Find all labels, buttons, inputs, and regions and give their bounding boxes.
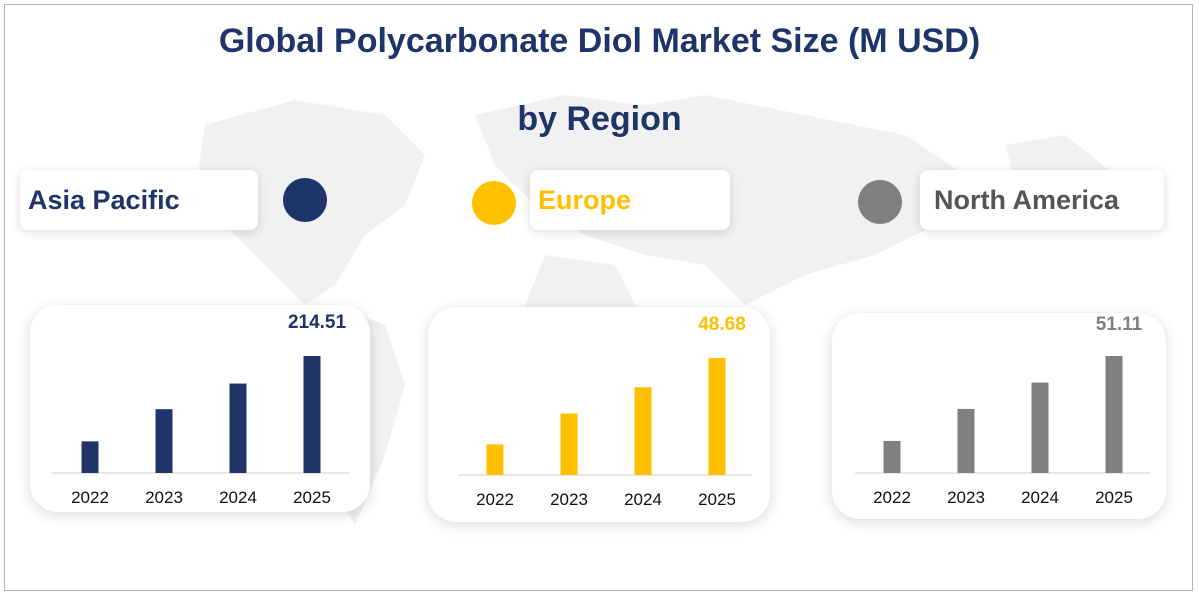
x-tick-label-europe: 2024: [624, 490, 662, 509]
bar-europe-2022: [486, 444, 504, 475]
legend-europe: Europe: [530, 170, 730, 230]
bar-asia-pacific-2023: [155, 409, 173, 473]
bar-north-america-2022: [883, 440, 901, 473]
bar-europe-2023: [560, 413, 578, 475]
x-tick-label-north-america: 2022: [873, 488, 911, 507]
x-tick-label-asia-pacific: 2025: [293, 488, 331, 507]
x-tick-label-asia-pacific: 2023: [145, 488, 183, 507]
data-label-europe-2025: 48.68: [698, 314, 746, 335]
x-tick-label-asia-pacific: 2022: [71, 488, 109, 507]
bar-north-america-2024: [1031, 382, 1049, 473]
x-tick-label-north-america: 2023: [947, 488, 985, 507]
x-tick-label-asia-pacific: 2024: [219, 488, 257, 507]
bar-asia-pacific-2025: [303, 356, 321, 473]
legend-dot-north-america: [858, 180, 902, 224]
bar-europe-2024: [634, 387, 652, 475]
x-tick-label-europe: 2025: [698, 490, 736, 509]
x-tick-label-europe: 2022: [476, 490, 514, 509]
bar-north-america-2023: [957, 408, 975, 473]
bar-asia-pacific-2024: [229, 383, 247, 473]
legend-north-america: North America: [920, 170, 1164, 230]
bar-north-america-2025: [1105, 356, 1123, 473]
data-label-asia-pacific-2025: 214.51: [288, 312, 347, 333]
chart-title: Global Polycarbonate Diol Market Size (M…: [218, 22, 981, 60]
bar-europe-2025: [708, 358, 726, 475]
data-label-north-america-2025: 51.11: [1096, 314, 1143, 335]
legend-asia-pacific: Asia Pacific: [20, 170, 258, 230]
x-tick-label-north-america: 2024: [1021, 488, 1059, 507]
bar-asia-pacific-2022: [81, 441, 99, 473]
legend-dot-europe: [472, 181, 516, 225]
legend-label-north-america: North America: [934, 184, 1120, 215]
legend-label-europe: Europe: [538, 184, 632, 215]
legend-dot-asia-pacific: [283, 178, 327, 222]
x-tick-label-north-america: 2025: [1095, 488, 1133, 507]
chart-subtitle: by Region: [517, 100, 682, 138]
x-tick-label-europe: 2023: [550, 490, 588, 509]
legend-label-asia-pacific: Asia Pacific: [28, 184, 180, 215]
